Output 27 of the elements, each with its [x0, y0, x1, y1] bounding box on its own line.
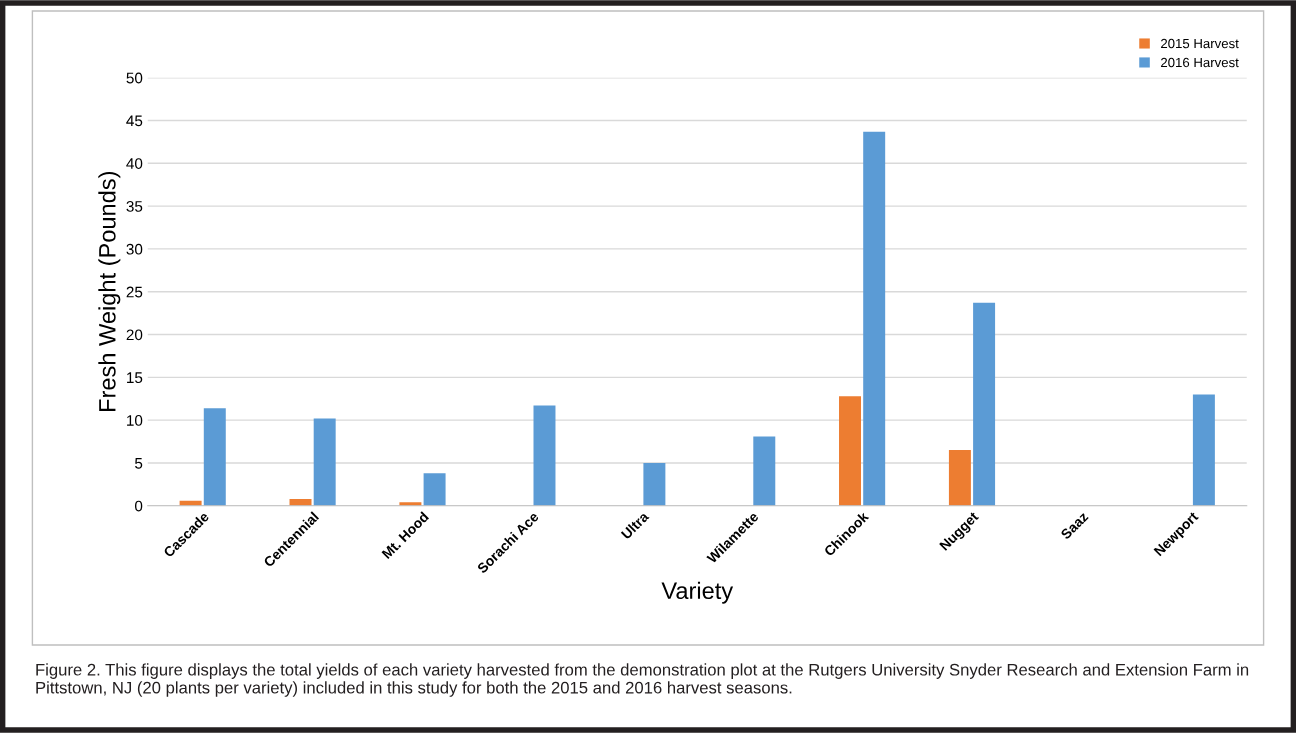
bar — [423, 473, 446, 506]
x-axis-title: Variety — [661, 581, 734, 604]
bar — [753, 436, 776, 506]
bar — [973, 302, 996, 506]
bar — [863, 131, 886, 506]
bar — [643, 462, 666, 506]
y-tick-label: 50 — [126, 72, 143, 84]
legend-label: 2015 Harvest — [1161, 38, 1239, 49]
bar — [533, 405, 556, 506]
y-tick-label: 40 — [126, 158, 143, 169]
legend-label: 2016 Harvest — [1161, 57, 1239, 68]
y-tick-label: 15 — [127, 372, 143, 384]
y-axis-title: Fresh Weight (Pounds) — [98, 172, 121, 411]
bar — [948, 450, 971, 506]
caption: Figure 2. This figure displays the total yields of each variety harvested from the demonstration plot at the Rutgers University Snyder Research and Extension Farm in Pittstown, NJ (20 plants per variety) included in this study for both the 2015 and 2016 harvest seasons. — [36, 663, 1249, 697]
y-tick-label: 10 — [127, 415, 143, 426]
y-tick-label: 5 — [135, 457, 143, 469]
bar — [839, 396, 861, 506]
y-tick-label: 0 — [134, 500, 143, 512]
y-tick-label: 30 — [126, 243, 143, 255]
bar — [203, 408, 226, 506]
bar — [313, 418, 336, 506]
y-tick-label: 45 — [126, 115, 143, 127]
bar — [1192, 394, 1215, 506]
y-tick-label: 25 — [126, 286, 143, 298]
y-tick-label: 35 — [126, 200, 143, 212]
y-tick-label: 20 — [126, 329, 143, 341]
